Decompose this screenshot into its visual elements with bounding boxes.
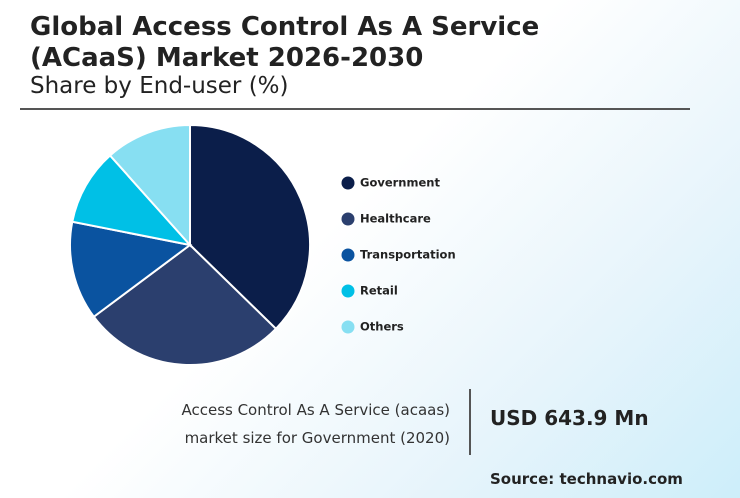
chart-title: Global Access Control As A Service (ACaa…: [30, 12, 540, 73]
legend-label: Healthcare: [360, 212, 431, 226]
annotation: Access Control As A Service (acaas) mark…: [181, 396, 450, 452]
pie-slice: [92, 243, 278, 366]
legend-label: Transportation: [360, 248, 456, 262]
legend-label: Retail: [360, 284, 398, 298]
pie-slice: [69, 220, 193, 319]
market-size: USD 643.9 Mn: [490, 406, 649, 430]
pie-slice: [71, 154, 193, 247]
divider: [469, 389, 471, 455]
legend-marker: [341, 248, 355, 262]
source: Source: technavio.com: [490, 470, 683, 488]
legend-marker: [341, 320, 355, 334]
annotation-line: market size for Government (2020): [184, 429, 450, 447]
pie-slice: [108, 123, 191, 248]
legend-label: Government: [360, 176, 440, 190]
pie-slice: [189, 123, 311, 331]
legend-marker: [341, 284, 355, 298]
chart-subtitle: Share by End-user (%): [30, 73, 289, 99]
legend-label: Others: [360, 320, 404, 334]
legend-marker: [341, 212, 355, 226]
annotation-line: Access Control As A Service (acaas): [181, 401, 450, 419]
divider: [20, 108, 690, 110]
legend-marker: [341, 176, 355, 190]
